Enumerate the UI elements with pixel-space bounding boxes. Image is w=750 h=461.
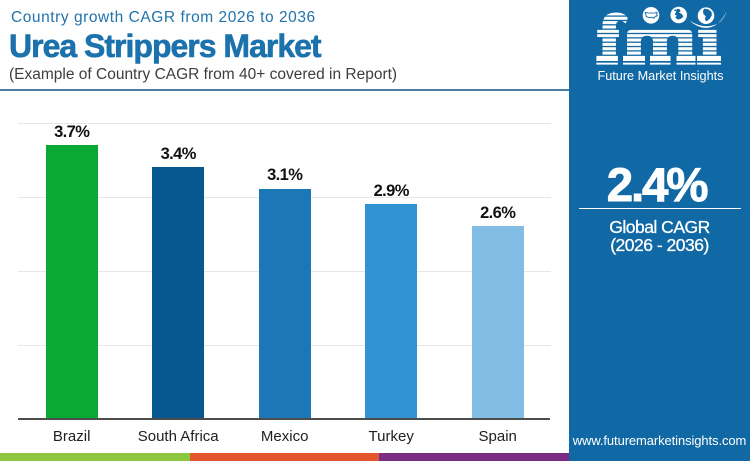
svg-text:Future Market Insights: Future Market Insights [598,68,724,83]
